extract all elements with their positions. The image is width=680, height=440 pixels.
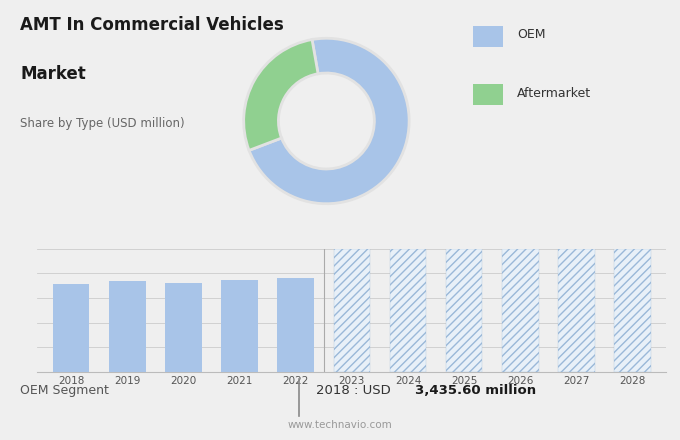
Bar: [615, 249, 651, 372]
FancyBboxPatch shape: [473, 26, 503, 47]
Bar: [53, 284, 89, 372]
Bar: [502, 249, 539, 372]
Bar: [277, 279, 314, 372]
Bar: [165, 283, 202, 372]
Text: AMT In Commercial Vehicles: AMT In Commercial Vehicles: [20, 16, 284, 34]
Bar: [221, 280, 258, 372]
Text: OEM: OEM: [517, 29, 545, 41]
Bar: [390, 249, 426, 372]
Bar: [502, 249, 539, 372]
Bar: [615, 249, 651, 372]
Bar: [446, 249, 483, 372]
Bar: [558, 249, 595, 372]
Wedge shape: [249, 38, 409, 204]
Text: 2018 : USD: 2018 : USD: [316, 385, 395, 397]
Bar: [558, 249, 595, 372]
Text: Market: Market: [20, 65, 86, 83]
Bar: [334, 249, 370, 372]
Bar: [390, 249, 426, 372]
Text: Aftermarket: Aftermarket: [517, 87, 591, 100]
Text: OEM Segment: OEM Segment: [20, 385, 109, 397]
FancyBboxPatch shape: [473, 84, 503, 105]
Text: Share by Type (USD million): Share by Type (USD million): [20, 117, 185, 130]
Bar: [446, 249, 483, 372]
Text: 3,435.60 million: 3,435.60 million: [415, 385, 536, 397]
Bar: [334, 249, 370, 372]
Wedge shape: [243, 40, 318, 150]
Text: www.technavio.com: www.technavio.com: [288, 420, 392, 430]
Bar: [109, 281, 146, 372]
